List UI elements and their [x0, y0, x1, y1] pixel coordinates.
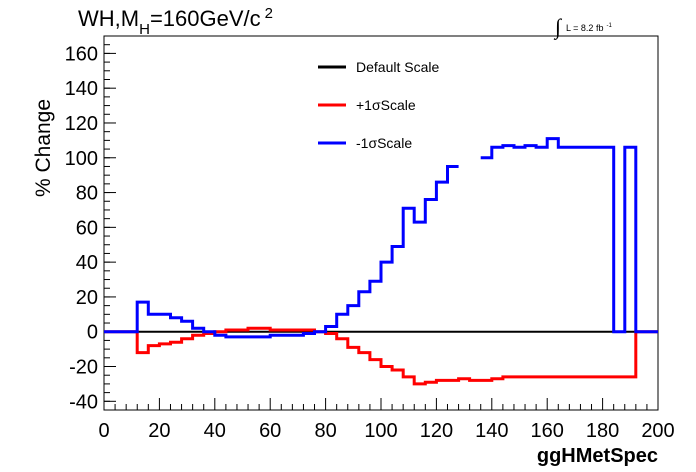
legend-label: -1σScale: [356, 135, 412, 151]
legend-label: +1σScale: [356, 97, 416, 113]
x-tick-label: 80: [314, 420, 336, 442]
title-subscript: H: [139, 21, 150, 38]
lumi-superscript: -1: [606, 23, 612, 29]
y-tick-label: -20: [69, 357, 98, 379]
y-tick-label: -40: [69, 391, 98, 413]
lumi-text: L = 8.2 fb: [566, 23, 603, 33]
x-axis: 0 20 40 60 80 100 120 140 160 180 200: [98, 398, 675, 442]
y-tick-label: 140: [65, 78, 98, 100]
svg-text:WH,MH=160GeV/c2: WH,MH=160GeV/c 2: [78, 5, 273, 38]
svg-text:L = 8.2 fb-1: L = 8.2 fb -1: [566, 23, 612, 33]
title-superscript: 2: [265, 5, 273, 22]
title-mass: =160GeV/c: [150, 6, 261, 31]
legend: Default Scale +1σScale -1σScale: [318, 59, 439, 151]
y-tick-label: 60: [76, 217, 98, 239]
x-tick-label: 40: [204, 420, 226, 442]
y-axis-title: % Change: [32, 99, 55, 197]
title-main: WH,M: [78, 6, 139, 31]
y-axis: -40 -20 0 20 40 60 80 100 120 140 160: [65, 35, 116, 413]
y-tick-label: 80: [76, 183, 98, 205]
series-layer: [104, 137, 658, 386]
x-tick-label: 20: [148, 420, 170, 442]
x-tick-label: 140: [475, 420, 508, 442]
x-tick-label: 200: [641, 420, 674, 442]
y-tick-label: 100: [65, 148, 98, 170]
y-tick-label: 40: [76, 252, 98, 274]
x-tick-label: 100: [364, 420, 397, 442]
x-tick-label: 60: [259, 420, 281, 442]
x-tick-label: 0: [98, 420, 109, 442]
integral-sign: ∫: [553, 14, 563, 40]
chart-title: WH,MH=160GeV/c 2: [78, 5, 273, 38]
x-axis-title: ggHMetSpec: [537, 445, 658, 467]
y-tick-label: 0: [87, 322, 98, 344]
y-tick-label: 20: [76, 287, 98, 309]
series-line: [104, 326, 658, 386]
y-tick-label: 160: [65, 43, 98, 65]
y-tick-label: 120: [65, 113, 98, 135]
x-tick-label: 180: [586, 420, 619, 442]
series-line: [104, 137, 658, 339]
lumi-label: ∫ L = 8.2 fb -1: [553, 14, 612, 40]
x-tick-label: 160: [531, 420, 564, 442]
legend-label: Default Scale: [356, 59, 439, 75]
x-tick-label: 120: [420, 420, 453, 442]
plot-frame: [103, 35, 659, 411]
